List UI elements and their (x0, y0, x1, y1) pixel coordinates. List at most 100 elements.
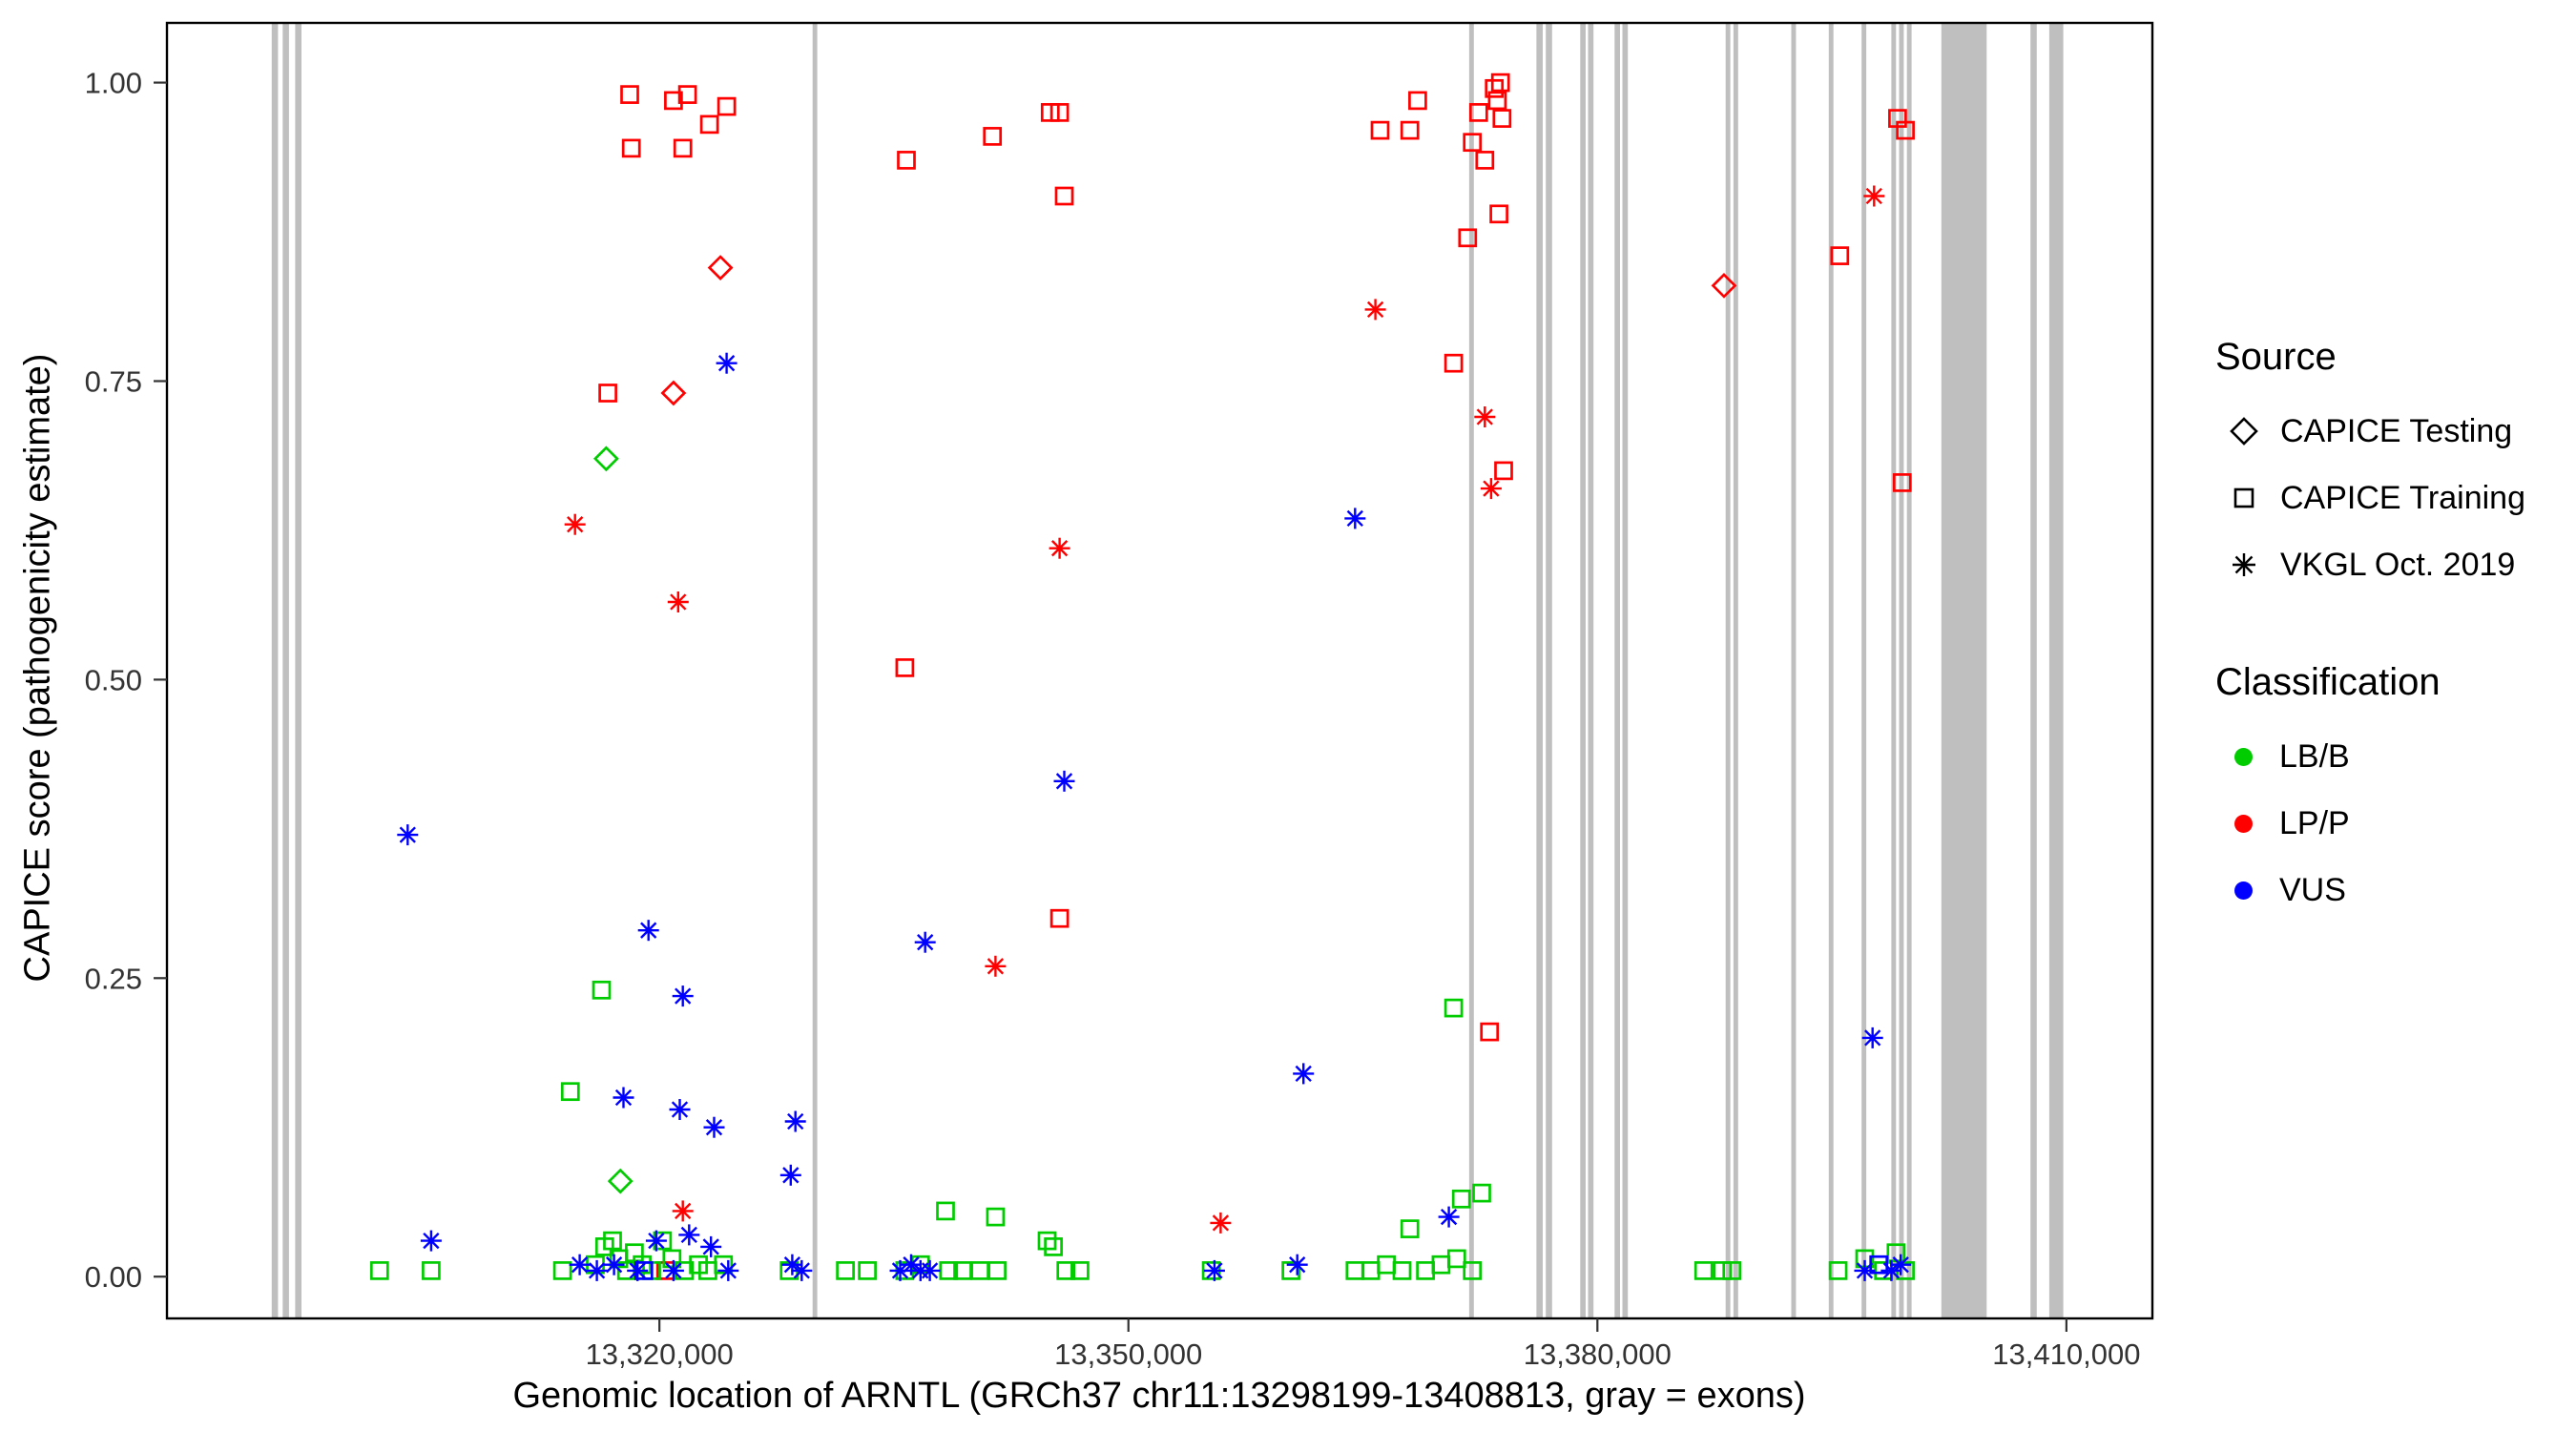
point-training-lpp (897, 151, 916, 170)
point-training-lbb (662, 1249, 682, 1269)
point-vkgl-vus (420, 1230, 442, 1252)
point-vkgl-vus (1286, 1254, 1308, 1275)
point-vkgl-vus (1053, 770, 1075, 792)
point-vkgl-vus (703, 1116, 725, 1138)
point-vkgl-vus (678, 1224, 700, 1246)
point-training-lbb (986, 1207, 1006, 1227)
point-training-lpp (598, 384, 617, 403)
point-vkgl-vus (569, 1254, 591, 1275)
point-vkgl-lpp (564, 513, 586, 535)
legend-item-vkgl: VKGL Oct. 2019 (2215, 531, 2576, 598)
point-vkgl-lpp (672, 1200, 694, 1222)
point-training-lbb (1037, 1231, 1057, 1251)
point-training-lpp (1458, 228, 1478, 248)
exon-bar (1791, 23, 1797, 1318)
point-training-lbb (633, 1255, 652, 1275)
point-training-lbb (970, 1261, 989, 1280)
point-vkgl-vus (669, 1099, 691, 1120)
point-vkgl-vus (603, 1254, 625, 1275)
point-vkgl-vus (1344, 508, 1366, 529)
exon-bar (295, 23, 301, 1318)
point-training-lpp (1489, 204, 1508, 224)
y-tick-label: 0.75 (85, 364, 142, 398)
legend-item-vus: VUS (2215, 857, 2576, 923)
exon-bar (1468, 23, 1474, 1318)
point-training-lpp (1054, 186, 1074, 206)
point-training-lpp (983, 127, 1003, 146)
point-training-lbb (1444, 998, 1464, 1018)
point-vkgl-vus (1438, 1206, 1460, 1228)
point-vkgl-lpp (1364, 299, 1386, 321)
y-tick-label: 0.00 (85, 1260, 142, 1294)
legend-item-capice-training: CAPICE Training (2215, 465, 2576, 531)
point-training-lpp (1480, 1022, 1500, 1042)
point-vkgl-vus (700, 1235, 722, 1257)
point-training-lbb (987, 1261, 1007, 1280)
point-vkgl-lpp (667, 591, 689, 612)
point-vkgl-lpp (1049, 537, 1070, 559)
point-training-lbb (1446, 1249, 1466, 1269)
exon-bar (1828, 23, 1834, 1318)
point-training-lbb (1281, 1261, 1300, 1280)
point-vkgl-vus (919, 1259, 941, 1281)
point-vkgl-lpp (1474, 406, 1496, 427)
exon-bar (1614, 23, 1620, 1318)
point-training-lpp (1892, 473, 1912, 492)
point-training-lpp (699, 114, 719, 135)
point-training-lbb (560, 1082, 580, 1102)
exon-bar (1891, 23, 1897, 1318)
point-training-lpp (664, 91, 683, 111)
exon-bar (1906, 23, 1912, 1318)
lpp-dot-icon (2234, 814, 2253, 833)
point-vkgl-vus (637, 920, 659, 942)
x-tick-label: 13,350,000 (1054, 1338, 1202, 1371)
point-vkgl-vus (1861, 1027, 1883, 1048)
legend-label-lpp: LP/P (2279, 804, 2350, 841)
point-vkgl-vus (717, 1259, 739, 1281)
point-training-lbb (939, 1261, 959, 1280)
point-training-lpp (1400, 120, 1420, 140)
point-testing-lbb (592, 446, 619, 472)
point-testing-lpp (1711, 272, 1737, 299)
point-training-lpp (1492, 109, 1512, 128)
point-vkgl-vus (914, 931, 936, 953)
exon-bar (1899, 23, 1904, 1318)
point-training-lpp (673, 138, 693, 158)
legend-source-title: Source (2215, 336, 2337, 378)
legend-label-capice-testing: CAPICE Testing (2280, 412, 2513, 449)
point-training-lbb (603, 1231, 622, 1251)
point-vkgl-vus (1203, 1259, 1225, 1281)
point-vkgl-vus (613, 1087, 634, 1109)
point-training-lbb (1056, 1261, 1076, 1280)
point-training-lpp (1487, 91, 1507, 111)
point-training-lbb (714, 1255, 734, 1275)
point-training-lpp (621, 138, 641, 158)
point-vkgl-vus (397, 824, 419, 846)
point-vkgl-vus (662, 1259, 684, 1281)
exon-bar (812, 23, 818, 1318)
point-training-lpp (1830, 246, 1850, 265)
point-training-lbb (1828, 1261, 1848, 1280)
point-vkgl-vus (1890, 1254, 1912, 1275)
point-training-lbb (592, 980, 612, 1000)
point-vkgl-vus (779, 1164, 801, 1186)
point-training-lbb (1070, 1261, 1090, 1280)
exon-bar (282, 23, 289, 1318)
legend-classification-section: Classification LB/B LP/P VUS (2215, 661, 2576, 923)
point-vkgl-vus (645, 1230, 667, 1252)
exon-bar (1546, 23, 1552, 1318)
point-training-vus (634, 1261, 654, 1280)
exon-bar (1536, 23, 1543, 1318)
point-training-lpp (1408, 91, 1427, 111)
point-training-lbb (369, 1261, 389, 1280)
point-training-lbb (1345, 1261, 1365, 1280)
diamond-icon (2230, 417, 2258, 446)
point-testing-lpp (660, 380, 687, 406)
y-tick-label: 0.50 (85, 663, 142, 696)
point-vkgl-lpp (985, 955, 1007, 977)
x-tick-label: 13,320,000 (586, 1338, 734, 1371)
y-axis-title: CAPICE score (pathogenicity estimate) (17, 353, 58, 983)
point-training-lbb (1044, 1237, 1063, 1256)
point-training-lbb (552, 1261, 572, 1280)
point-training-lpp (1049, 908, 1070, 928)
